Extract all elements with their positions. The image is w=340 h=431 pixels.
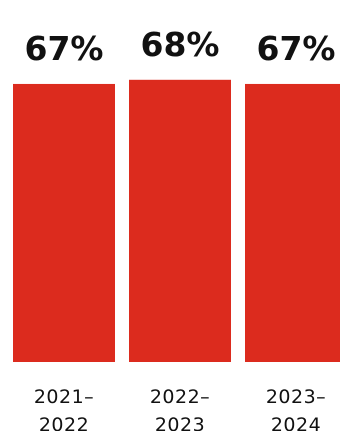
category-label-line: 2022– (150, 386, 210, 408)
category-label-line: 2023 (155, 414, 205, 431)
value-label-2: 68% (141, 25, 220, 64)
bar-2 (129, 79, 231, 363)
category-label-2: 2022– 2023 (150, 386, 210, 431)
category-label-1: 2021– 2022 (34, 386, 94, 431)
bar-3 (245, 83, 340, 362)
category-label-line: 2022 (39, 414, 89, 431)
category-label-line: 2024 (271, 414, 321, 431)
value-label-3: 67% (257, 29, 336, 68)
value-label-1: 67% (25, 29, 104, 68)
category-label-3: 2023– 2024 (266, 386, 326, 431)
bar-1 (13, 83, 115, 362)
category-label-line: 2021– (34, 386, 94, 408)
category-label-line: 2023– (266, 386, 326, 408)
